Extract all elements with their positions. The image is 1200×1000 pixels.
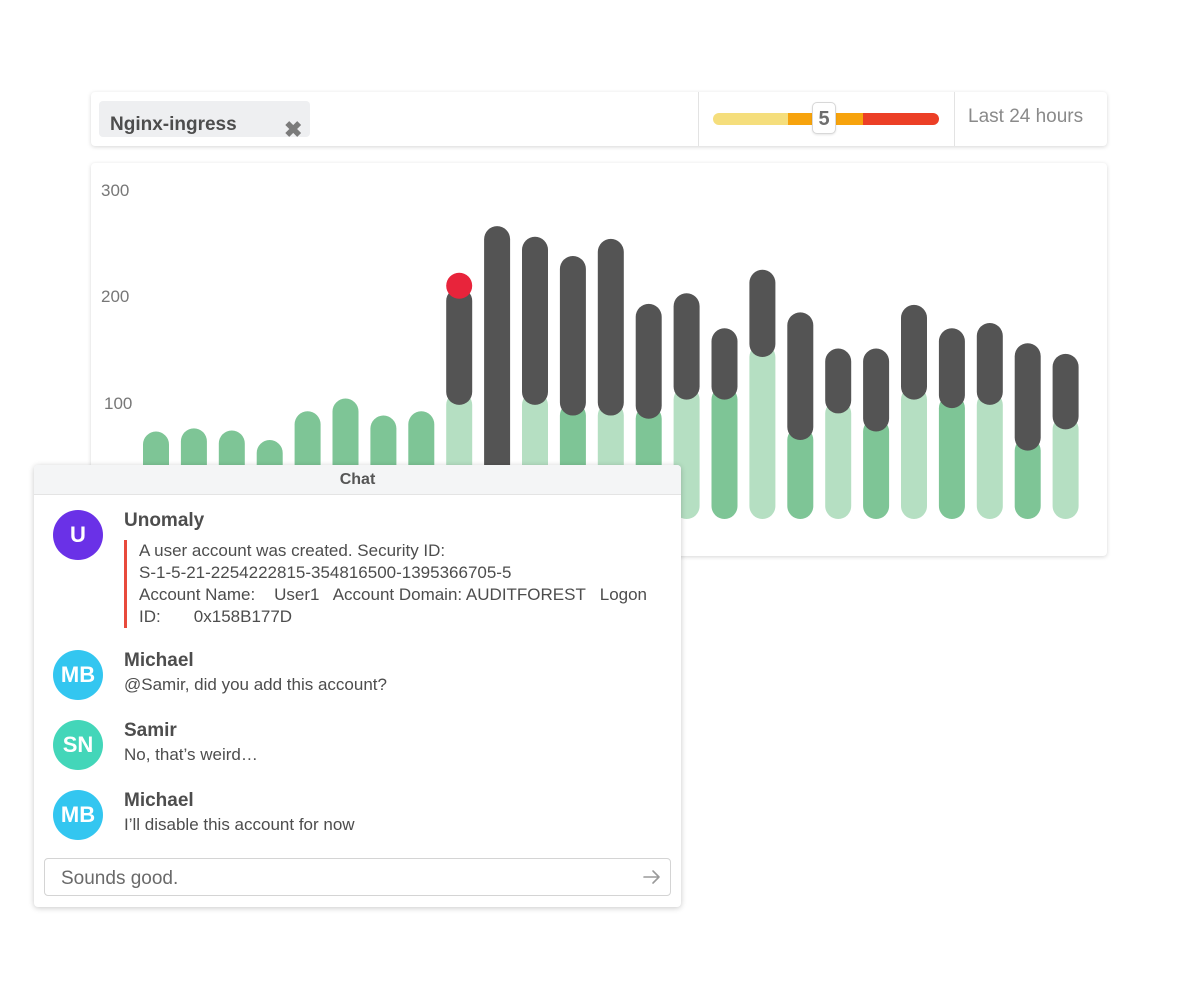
bar-anomaly-segment <box>863 348 890 432</box>
chat-panel: Chat U Unomaly A user account was create… <box>34 465 681 907</box>
close-icon[interactable]: ✖ <box>284 117 303 142</box>
bar-anomaly-segment <box>901 304 927 400</box>
y-tick-label: 300 <box>101 181 130 200</box>
message-sender: Michael <box>124 790 194 811</box>
bar-anomaly-segment <box>787 312 814 441</box>
bar-normal-segment <box>1014 437 1041 519</box>
bar-normal-segment <box>976 391 1003 519</box>
bar-anomaly-segment <box>825 348 852 414</box>
message-text: @Samir, did you add this account? <box>124 675 387 694</box>
bar-anomaly-segment <box>938 328 965 409</box>
chat-input[interactable]: Sounds good. <box>44 858 671 896</box>
bar-anomaly-segment <box>976 322 1003 405</box>
bar-normal-segment <box>863 418 890 519</box>
avatar: MB <box>53 650 103 700</box>
chat-input-value[interactable]: Sounds good. <box>61 868 179 889</box>
severity-slider-thumb[interactable]: 5 <box>812 102 836 134</box>
bar-anomaly-segment <box>1014 343 1041 451</box>
avatar: SN <box>53 720 103 770</box>
severity-low-segment <box>713 113 788 125</box>
message-sender: Samir <box>124 720 177 741</box>
filter-bar: Nginx-ingress ✖ 5 Last 24 hours <box>91 92 1107 146</box>
divider <box>698 92 699 146</box>
bar-anomaly-segment <box>559 255 586 416</box>
alert-line: A user account was created. Security ID: <box>139 541 446 560</box>
anomaly-marker[interactable] <box>446 272 473 299</box>
send-arrow-icon[interactable] <box>642 867 662 887</box>
bar-anomaly-segment <box>673 293 700 400</box>
bar-anomaly-segment <box>522 236 548 405</box>
severity-high-segment <box>863 113 939 125</box>
filter-tag[interactable]: Nginx-ingress ✖ <box>99 101 310 141</box>
bar-anomaly-segment <box>484 226 511 506</box>
bar-anomaly-segment <box>1052 353 1079 430</box>
message-sender: Michael <box>124 650 194 671</box>
chat-title: Chat <box>34 465 681 495</box>
bar-anomaly-segment <box>749 269 776 358</box>
alert-line: ID: 0x158B177D <box>139 607 293 626</box>
message-text: No, that’s weird… <box>124 745 258 764</box>
bar-anomaly-segment <box>446 287 473 405</box>
bar-normal-segment <box>1052 416 1079 519</box>
bar-normal-segment <box>711 386 738 519</box>
alert-line: Account Name: User1 Account Domain: AUDI… <box>139 585 648 604</box>
y-tick-label: 200 <box>101 287 130 306</box>
alert-message: A user account was created. Security ID:… <box>124 540 681 628</box>
bar-anomaly-segment <box>597 238 624 416</box>
bar-normal-segment <box>787 427 814 519</box>
y-tick-label: 100 <box>104 394 133 413</box>
bar-normal-segment <box>901 386 927 519</box>
bar-anomaly-segment <box>635 303 662 419</box>
bar-normal-segment <box>938 395 965 519</box>
alert-line: S-1-5-21-2254222815-354816500-1395366705… <box>139 563 512 582</box>
time-range-selector[interactable]: Last 24 hours <box>968 106 1084 127</box>
avatar: MB <box>53 790 103 840</box>
filter-tag-label: Nginx-ingress <box>110 114 237 135</box>
avatar: U <box>53 510 103 560</box>
divider <box>954 92 955 146</box>
bar-normal-segment <box>749 344 776 519</box>
bar-normal-segment <box>825 400 852 519</box>
message-text: I’ll disable this account for now <box>124 815 355 834</box>
bar-anomaly-segment <box>711 328 738 400</box>
message-sender: Unomaly <box>124 510 205 531</box>
